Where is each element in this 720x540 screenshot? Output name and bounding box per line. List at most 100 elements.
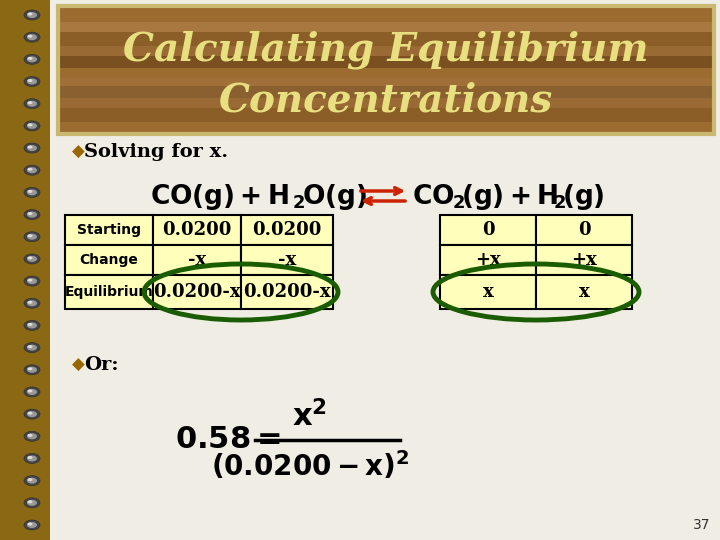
Ellipse shape [27, 478, 37, 484]
Ellipse shape [24, 187, 40, 198]
Ellipse shape [27, 367, 37, 373]
Bar [58, 6, 714, 22]
Ellipse shape [27, 501, 32, 503]
Text: +x: +x [475, 251, 501, 269]
Text: x: x [482, 283, 493, 301]
Ellipse shape [24, 409, 40, 419]
Ellipse shape [27, 100, 37, 107]
Bar [58, 46, 714, 56]
Ellipse shape [27, 279, 32, 281]
Ellipse shape [27, 434, 32, 437]
Ellipse shape [27, 234, 32, 237]
Ellipse shape [24, 165, 40, 175]
Text: Solving for x.: Solving for x. [84, 143, 228, 161]
Ellipse shape [27, 12, 32, 16]
Ellipse shape [24, 476, 40, 485]
Text: x: x [579, 283, 590, 301]
Text: Starting: Starting [77, 223, 141, 237]
Text: $\mathbf{x^2}$: $\mathbf{x^2}$ [292, 400, 328, 432]
Ellipse shape [24, 55, 40, 64]
Ellipse shape [27, 146, 32, 148]
Text: $\mathbf{CO(g)+H}$: $\mathbf{CO(g)+H}$ [150, 182, 289, 212]
Ellipse shape [27, 367, 32, 370]
Ellipse shape [27, 456, 32, 459]
Ellipse shape [27, 34, 37, 40]
Text: 37: 37 [693, 518, 710, 532]
Bar [153, 215, 241, 245]
Text: $\mathbf{CO}$: $\mathbf{CO}$ [412, 185, 454, 210]
Ellipse shape [27, 522, 37, 528]
Text: -x: -x [278, 251, 296, 269]
Text: $\mathbf{(g)+H}$: $\mathbf{(g)+H}$ [461, 182, 558, 212]
Text: $\mathbf{0.58 =}$: $\mathbf{0.58 =}$ [175, 426, 281, 455]
Text: 0.0200: 0.0200 [162, 221, 232, 239]
Ellipse shape [24, 365, 40, 375]
Ellipse shape [27, 389, 37, 395]
Ellipse shape [27, 345, 37, 350]
Bar [58, 98, 714, 108]
Ellipse shape [27, 389, 32, 393]
Text: Concentrations: Concentrations [219, 81, 553, 119]
Bar [0, 0, 50, 540]
Ellipse shape [27, 411, 37, 417]
Ellipse shape [24, 143, 40, 153]
Text: Equilibrium: Equilibrium [65, 285, 153, 299]
Bar [440, 275, 536, 309]
Ellipse shape [27, 500, 37, 506]
Text: $\mathbf{2}$: $\mathbf{2}$ [452, 194, 465, 212]
Bar [241, 245, 333, 275]
Ellipse shape [24, 10, 40, 20]
Bar [153, 245, 241, 275]
Text: $\mathbf{2}$: $\mathbf{2}$ [292, 194, 305, 212]
Ellipse shape [27, 212, 32, 215]
Text: ◆: ◆ [72, 143, 85, 161]
Ellipse shape [27, 190, 32, 193]
Bar [58, 68, 714, 78]
Bar [58, 86, 714, 98]
Text: $\mathbf{(0.0200-x)^2}$: $\mathbf{(0.0200-x)^2}$ [211, 449, 409, 482]
Bar [65, 215, 153, 245]
Ellipse shape [24, 342, 40, 353]
Ellipse shape [27, 212, 37, 218]
Ellipse shape [27, 35, 32, 38]
Ellipse shape [27, 57, 32, 60]
Text: $\mathbf{2}$: $\mathbf{2}$ [553, 194, 566, 212]
Text: $\mathbf{O(g)}$: $\mathbf{O(g)}$ [302, 182, 367, 212]
Ellipse shape [27, 301, 32, 304]
Ellipse shape [24, 498, 40, 508]
Ellipse shape [27, 78, 37, 85]
Bar [536, 245, 632, 275]
Bar [536, 215, 632, 245]
Ellipse shape [27, 478, 32, 481]
Bar [58, 78, 714, 86]
Text: 0.0200-x: 0.0200-x [153, 283, 240, 301]
Ellipse shape [27, 323, 32, 326]
Ellipse shape [24, 121, 40, 131]
Bar [58, 56, 714, 68]
Ellipse shape [27, 79, 32, 82]
Bar [58, 122, 714, 134]
Ellipse shape [27, 145, 37, 151]
Ellipse shape [24, 520, 40, 530]
Text: Change: Change [80, 253, 138, 267]
Bar [536, 275, 632, 309]
Ellipse shape [24, 77, 40, 86]
Ellipse shape [27, 234, 37, 240]
Ellipse shape [27, 190, 37, 195]
Bar [241, 215, 333, 245]
Ellipse shape [27, 433, 37, 440]
Ellipse shape [27, 101, 32, 104]
Ellipse shape [24, 232, 40, 242]
Ellipse shape [27, 12, 37, 18]
Text: 0.0200: 0.0200 [252, 221, 322, 239]
Ellipse shape [27, 56, 37, 62]
Ellipse shape [24, 276, 40, 286]
Ellipse shape [27, 256, 37, 262]
Text: Or:: Or: [84, 356, 119, 374]
Bar [58, 32, 714, 46]
Text: -x: -x [188, 251, 206, 269]
Ellipse shape [27, 300, 37, 306]
Ellipse shape [27, 123, 37, 129]
Ellipse shape [27, 322, 37, 328]
Ellipse shape [24, 99, 40, 109]
